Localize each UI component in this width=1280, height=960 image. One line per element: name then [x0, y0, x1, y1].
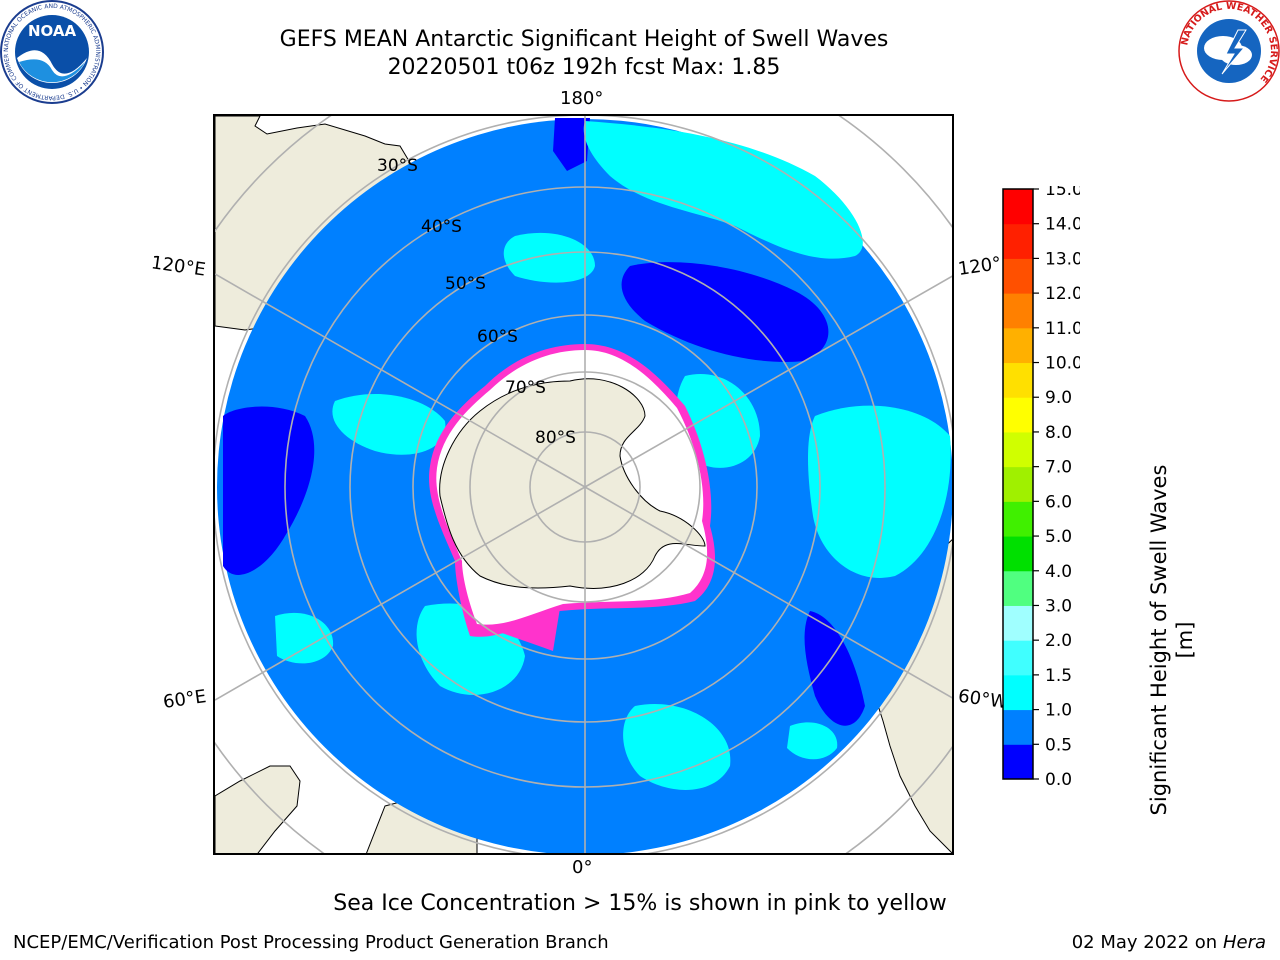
colorbar-swatch: [1003, 709, 1033, 745]
colorbar-swatch: [1003, 570, 1033, 606]
noaa-logo: NATIONAL OCEANIC AND ATMOSPHERIC ADMINIS…: [0, 0, 104, 104]
colorbar-swatch: [1003, 431, 1033, 468]
colorbar-tick-label: 8.0: [1045, 423, 1072, 443]
colorbar-tick-label: 7.0: [1045, 458, 1072, 478]
colorbar-tick-label: 0.0: [1045, 770, 1072, 786]
footer-date-text: 02 May 2022 on: [1071, 932, 1218, 953]
colorbar-tick-label: 10.0: [1045, 354, 1080, 374]
colorbar-tick-label: 1.0: [1045, 701, 1072, 721]
footer-credit: NCEP/EMC/Verification Post Processing Pr…: [13, 932, 609, 953]
colorbar-swatch: [1003, 223, 1033, 259]
lat-label-70s: 70°S: [505, 378, 546, 398]
lon-label-120e: 120°E: [149, 252, 207, 281]
colorbar-tick-label: 5.0: [1045, 527, 1072, 547]
colorbar-swatch: [1003, 605, 1033, 641]
colorbar-tick-label: 6.0: [1045, 492, 1072, 512]
map-subtitle: 20220501 t06z 192h fcst Max: 1.85: [387, 55, 781, 80]
map-title: GEFS MEAN Antarctic Significant Height o…: [279, 27, 889, 52]
noaa-logo-text: NOAA: [28, 22, 77, 40]
colorbar-swatch: [1003, 258, 1033, 294]
colorbar: 0.0 0.5 1.0 1.5 2.0 3.0 4.0 5.0 6.0 7.0 8.0 9.0 10.0…: [1002, 186, 1080, 786]
colorbar-swatch: [1003, 466, 1033, 502]
footer-date: 02 May 2022 on Hera: [1072, 932, 1266, 953]
sea-ice-note: Sea Ice Concentration > 15% is shown in …: [333, 891, 947, 916]
colorbar-tick-label: 11.0: [1045, 319, 1080, 339]
lon-label-60e: 60°E: [161, 686, 208, 713]
colorbar-tick-label: 2.0: [1045, 631, 1072, 651]
footer-model: Hera: [1222, 932, 1266, 953]
colorbar-swatch: [1003, 536, 1033, 572]
colorbar-swatch: [1003, 674, 1033, 711]
colorbar-swatch: [1003, 362, 1033, 398]
colorbar-swatch: [1003, 397, 1033, 433]
lon-label-120w: 120°: [956, 253, 1003, 280]
colorbar-tick-label: 14.0: [1045, 215, 1080, 235]
colorbar-frame: [1002, 188, 1034, 780]
lat-label-80s: 80°S: [535, 428, 576, 448]
lat-label-60s: 60°S: [477, 327, 518, 347]
colorbar-tick-label: 12.0: [1045, 284, 1080, 304]
map-panel[interactable]: 30°S 40°S 50°S 60°S 70°S 80°S: [213, 114, 954, 855]
polar-map[interactable]: 30°S 40°S 50°S 60°S 70°S 80°S: [215, 116, 954, 855]
colorbar-tick-label: 13.0: [1045, 249, 1080, 269]
colorbar-swatch: [1003, 744, 1033, 780]
colorbar-swatch: [1003, 640, 1033, 676]
lat-label-40s: 40°S: [421, 217, 462, 237]
colorbar-tick-label: 4.0: [1045, 562, 1072, 582]
colorbar-tick-label: 9.0: [1045, 388, 1072, 408]
colorbar-tick-label: 1.5: [1045, 666, 1072, 686]
graticule: [215, 116, 952, 853]
colorbar-tick-label: 15.0: [1045, 186, 1080, 200]
colorbar-label: Significant Height of Swell Waves [m]: [1147, 464, 1197, 816]
colorbar-swatch: [1003, 501, 1033, 537]
lat-label-30s: 30°S: [377, 156, 418, 176]
colorbar-swatch: [1003, 327, 1033, 364]
colorbar-swatch: [1003, 189, 1033, 225]
nws-logo: NATIONAL WEATHER SERVICE: [1178, 0, 1280, 102]
lon-label-top: 180°: [560, 88, 604, 109]
colorbar-swatch: [1003, 293, 1033, 329]
colorbar-tick-label: 0.5: [1045, 735, 1072, 755]
lat-label-50s: 50°S: [445, 274, 486, 294]
colorbar-tick-label: 3.0: [1045, 596, 1072, 616]
lon-label-bottom: 0°: [572, 857, 593, 878]
